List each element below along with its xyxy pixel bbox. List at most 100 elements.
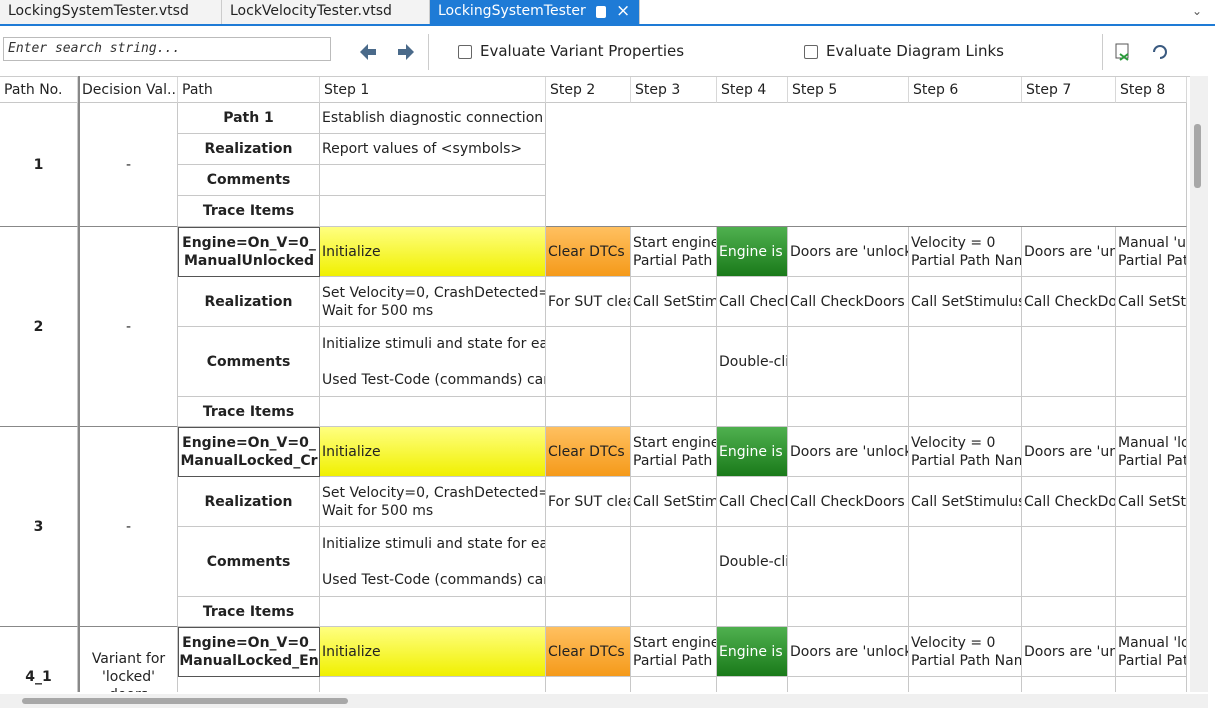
checkbox[interactable] (458, 45, 472, 59)
tab[interactable]: LockingSystemTester (430, 0, 640, 24)
step-cell[interactable]: Call CheckDoo (1022, 477, 1116, 527)
step-cell[interactable] (546, 677, 631, 692)
step-cell[interactable]: Manual 'un Partial Path (1116, 227, 1187, 277)
tab[interactable]: LockVelocityTester.vtsd (222, 0, 430, 24)
step-cell[interactable]: Manual 'loc Partial Path (1116, 427, 1187, 477)
step-cell[interactable]: Set Velocity=0, CrashDetected=0, Wait fo… (320, 277, 546, 327)
step-cell[interactable]: Velocity = 0 Partial Path Name (909, 627, 1022, 677)
column-header[interactable]: Decision Val... (78, 77, 178, 103)
step-cell[interactable] (717, 397, 788, 427)
v-scrollbar[interactable] (1190, 76, 1208, 692)
column-header[interactable]: Step 2 (546, 77, 631, 103)
step-cell[interactable]: Velocity = 0 Partial Path Name (909, 227, 1022, 277)
step-cell[interactable] (1022, 677, 1116, 692)
step-cell[interactable]: Clear DTCs (546, 627, 631, 677)
step-cell[interactable]: Start engine Partial Path N (631, 627, 717, 677)
step-cell[interactable] (1022, 597, 1116, 627)
h-scroll-thumb[interactable] (22, 698, 348, 704)
step-cell[interactable] (1022, 527, 1116, 597)
column-header[interactable]: Path No. (0, 77, 78, 103)
step-cell[interactable] (546, 597, 631, 627)
step-cell[interactable]: Start engine Partial Path N (631, 427, 717, 477)
step-cell[interactable]: Call SetStin (1116, 277, 1187, 327)
step-cell[interactable] (631, 677, 717, 692)
step-cell[interactable] (788, 527, 909, 597)
h-scrollbar[interactable] (0, 694, 1208, 708)
step-cell[interactable]: Establish diagnostic connection (320, 103, 546, 134)
step-cell[interactable] (717, 677, 788, 692)
step-cell[interactable] (546, 527, 631, 597)
step-cell[interactable] (1116, 327, 1187, 397)
step-cell[interactable]: Call CheckDoors (l (788, 477, 909, 527)
step-cell[interactable] (909, 527, 1022, 597)
step-cell[interactable]: Engine is n (717, 427, 788, 477)
step-cell[interactable]: Clear DTCs (546, 227, 631, 277)
step-cell[interactable] (788, 327, 909, 397)
tab-close[interactable]: × (616, 1, 631, 21)
step-cell[interactable]: Call CheckI (717, 477, 788, 527)
step-cell[interactable] (1022, 397, 1116, 427)
column-header[interactable]: Step 6 (909, 77, 1022, 103)
step-cell[interactable]: Clear DTCs (546, 427, 631, 477)
step-cell[interactable]: Doors are 'unl (1022, 227, 1116, 277)
step-cell[interactable]: Initialize (320, 427, 546, 477)
step-cell[interactable]: Call CheckDoors (l (788, 277, 909, 327)
step-cell[interactable]: Call SetStimu (631, 277, 717, 327)
step-cell[interactable]: Double-clic (717, 327, 788, 397)
step-cell[interactable] (631, 597, 717, 627)
step-cell[interactable]: Doors are 'unlocke (788, 427, 909, 477)
next-icon[interactable] (398, 44, 414, 60)
step-cell[interactable]: For SUT clea (546, 277, 631, 327)
refresh-icon[interactable] (1153, 45, 1167, 59)
step-cell[interactable] (788, 397, 909, 427)
step-cell[interactable] (320, 165, 546, 196)
step-cell[interactable]: Call SetStimulus ( (909, 477, 1022, 527)
tab-menu[interactable]: ⌄ (1192, 4, 1203, 18)
step-cell[interactable] (1116, 597, 1187, 627)
step-cell[interactable]: Call SetStin (1116, 477, 1187, 527)
step-cell[interactable]: Engine is n (717, 227, 788, 277)
step-cell[interactable] (909, 677, 1022, 692)
step-cell[interactable]: Call SetStimulus ( (909, 277, 1022, 327)
search-box[interactable]: Enter search string... (3, 37, 331, 61)
step-cell[interactable]: Doors are 'unlocke (788, 627, 909, 677)
step-cell[interactable] (1116, 677, 1187, 692)
step-cell[interactable] (631, 527, 717, 597)
step-cell[interactable]: Initialize stimuli and state for each Us… (320, 327, 546, 397)
column-header[interactable]: Step 5 (788, 77, 909, 103)
checkbox[interactable] (804, 45, 818, 59)
step-cell[interactable]: Call SetStimu (631, 477, 717, 527)
step-cell[interactable]: Set Velocity=0, CrashDetected=0 (320, 677, 546, 692)
column-header[interactable]: Step 4 (717, 77, 788, 103)
step-cell[interactable] (546, 327, 631, 397)
step-cell[interactable]: Report values of <symbols> (320, 134, 546, 165)
step-cell[interactable] (788, 597, 909, 627)
step-cell[interactable]: Velocity = 0 Partial Path Name (909, 427, 1022, 477)
step-cell[interactable] (788, 677, 909, 692)
step-cell[interactable] (546, 397, 631, 427)
column-header[interactable]: Step 1 (320, 77, 546, 103)
tab[interactable]: LockingSystemTester.vtsd (0, 0, 222, 24)
step-cell[interactable]: Call CheckDoo (1022, 277, 1116, 327)
prev-icon[interactable] (360, 44, 376, 60)
step-cell[interactable]: Initialize (320, 627, 546, 677)
step-cell[interactable]: Engine is n (717, 627, 788, 677)
step-cell[interactable] (1116, 527, 1187, 597)
step-cell[interactable] (320, 196, 546, 227)
step-cell[interactable] (717, 597, 788, 627)
step-cell[interactable] (909, 597, 1022, 627)
step-cell[interactable] (1022, 327, 1116, 397)
column-header[interactable]: Path (178, 77, 320, 103)
column-header[interactable]: Step 3 (631, 77, 717, 103)
step-cell[interactable]: Initialize stimuli and state for each Us… (320, 527, 546, 597)
step-cell[interactable] (631, 397, 717, 427)
v-scroll-thumb[interactable] (1194, 124, 1201, 188)
step-cell[interactable]: Initialize (320, 227, 546, 277)
step-cell[interactable]: Double-clic (717, 527, 788, 597)
step-cell[interactable]: Doors are 'unlocke (788, 227, 909, 277)
step-cell[interactable]: Set Velocity=0, CrashDetected=0, Wait fo… (320, 477, 546, 527)
step-cell[interactable] (909, 327, 1022, 397)
step-cell[interactable] (320, 597, 546, 627)
step-cell[interactable]: Doors are 'unl (1022, 627, 1116, 677)
step-cell[interactable]: Manual 'loc Partial Path (1116, 627, 1187, 677)
